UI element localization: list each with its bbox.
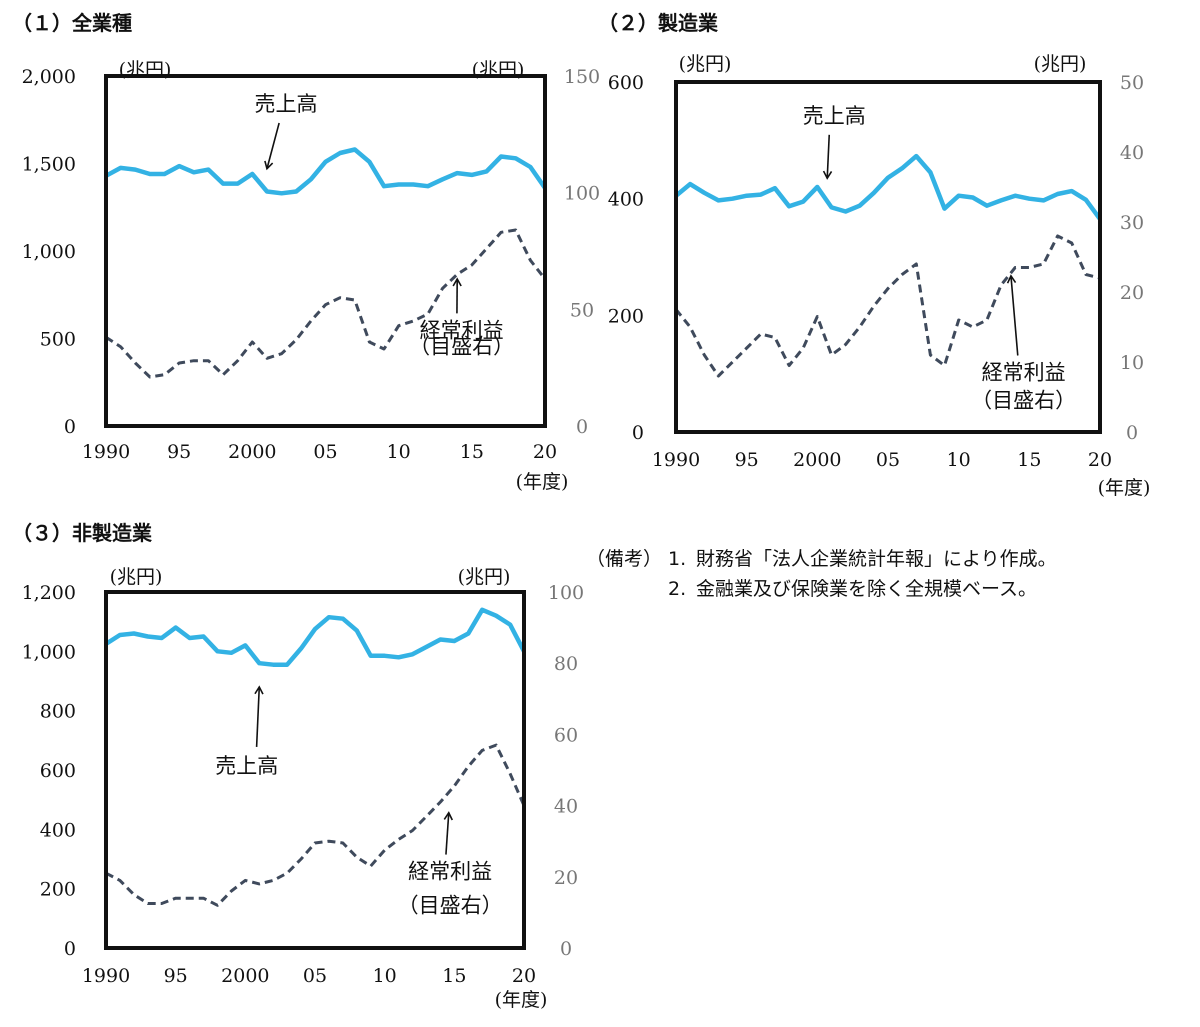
chart3-x-tick-label: 15 <box>442 965 466 987</box>
chart1-title: （１）全業種 <box>12 11 132 35</box>
chart1-x-tick-label: 2000 <box>228 441 276 463</box>
chart1-x-tick-label: 20 <box>533 441 557 463</box>
chart2-right-tick-label: 10 <box>1120 352 1144 374</box>
chart2-sales-line <box>674 153 1102 221</box>
chart3-right-tick-label: 80 <box>554 653 578 675</box>
chart2-right-tick-label: 0 <box>1126 422 1138 444</box>
chart1-left-tick-label: 500 <box>40 329 76 351</box>
chart2-x-tick-label: 15 <box>1017 449 1041 471</box>
chart1-right-tick-label: 100 <box>564 183 600 205</box>
note-text-1: 財務省「法人企業統計年報」により作成。 <box>696 548 1057 570</box>
chart2-x-tick-label: 05 <box>876 449 900 471</box>
chart3-x-tick-label: 1990 <box>82 965 130 987</box>
chart1-right-tick-label: 0 <box>576 416 588 438</box>
chart1-plot-frame <box>104 74 547 428</box>
note-indent <box>586 574 668 604</box>
chart3-x-tick-label: 20 <box>512 965 536 987</box>
chart2-annotation-label: 売上高 <box>803 104 866 128</box>
chart3-annotation-label: 売上高 <box>215 754 278 778</box>
chart3-left-tick-label: 1,000 <box>22 641 76 663</box>
chart3-x-unit-label: (年度) <box>495 989 548 1011</box>
chart2-right-unit-label: (兆円) <box>1034 53 1087 75</box>
chart3-left-unit-label: (兆円) <box>110 566 163 588</box>
chart2-x-tick-label: 1990 <box>652 449 700 471</box>
chart3-left-tick-label: 600 <box>40 760 76 782</box>
chart2-annotation-label: 経常利益 <box>982 361 1066 385</box>
chart1-sales-line <box>104 147 547 196</box>
chart3-right-tick-label: 0 <box>560 938 572 960</box>
chart2-right-tick-label: 20 <box>1120 282 1144 304</box>
chart3-annotation-arrow <box>254 685 264 748</box>
note-text-2: 金融業及び保険業を除く全規模ベース。 <box>696 578 1038 600</box>
note-number-1: 1. <box>668 548 687 570</box>
chart3-x-tick-label: 95 <box>164 965 188 987</box>
chart3-left-tick-label: 400 <box>40 819 76 841</box>
chart3-x-tick-label: 2000 <box>221 965 269 987</box>
chart3-right-tick-label: 100 <box>548 582 584 604</box>
chart2-annotation-arrow <box>1006 274 1019 356</box>
chart3-x-tick-label: 05 <box>303 965 327 987</box>
chart3-sales-line <box>104 607 526 667</box>
chart3-right-tick-label: 20 <box>554 867 578 889</box>
chart3-right-unit-label: (兆円) <box>458 566 511 588</box>
note-row-2: 2. 金融業及び保険業を除く全規模ベース。 <box>586 574 1057 604</box>
chart2-x-tick-label: 95 <box>735 449 759 471</box>
chart2-left-tick-label: 600 <box>608 72 644 94</box>
chart2-x-unit-label: (年度) <box>1098 477 1151 499</box>
chart1-annotation-label: 売上高 <box>254 92 317 116</box>
chart3-annotation-label: 経常利益 <box>408 860 492 884</box>
note-number-2: 2. <box>668 578 687 600</box>
chart2-annotation-label-sub: （目盛右） <box>971 389 1076 413</box>
chart1-right-tick-label: 150 <box>564 66 600 88</box>
chart1-x-tick-label: 1990 <box>82 441 130 463</box>
chart3-left-tick-label: 800 <box>40 701 76 723</box>
chart2-left-tick-label: 200 <box>608 305 644 327</box>
chart2-profit-line <box>674 234 1101 378</box>
chart2-annotation-arrow <box>822 134 833 180</box>
chart1-x-unit-label: (年度) <box>516 471 569 493</box>
chart2-x-tick-label: 20 <box>1088 449 1112 471</box>
chart1-x-tick-label: 10 <box>387 441 411 463</box>
chart2-left-unit-label: (兆円) <box>679 53 732 75</box>
notes-block: （備考） 1. 財務省「法人企業統計年報」により作成。 2. 金融業及び保険業を… <box>586 544 1057 604</box>
chart2-left-tick-label: 400 <box>608 189 644 211</box>
chart3-profit-line <box>105 743 526 907</box>
chart3-plot-frame <box>104 590 526 950</box>
chart1-right-tick-label: 50 <box>570 299 594 321</box>
chart2-x-tick-label: 10 <box>947 449 971 471</box>
chart3-left-tick-label: 0 <box>64 938 76 960</box>
chart3-right-tick-label: 40 <box>554 796 578 818</box>
chart3-annotation-label-sub: （目盛右） <box>398 893 503 917</box>
chart3-left-tick-label: 1,200 <box>22 582 76 604</box>
chart2-title: （２）製造業 <box>598 11 719 35</box>
chart2-plot-frame <box>674 80 1102 434</box>
chart2-right-tick-label: 50 <box>1120 72 1144 94</box>
chart1-x-tick-label: 95 <box>167 441 191 463</box>
chart2-right-tick-label: 30 <box>1120 212 1144 234</box>
chart1-profit-line <box>105 228 547 379</box>
chart2-right-tick-label: 40 <box>1120 142 1144 164</box>
chart1-left-tick-label: 0 <box>64 416 76 438</box>
chart1-left-tick-label: 2,000 <box>22 66 76 88</box>
chart2-left-tick-label: 0 <box>632 422 644 444</box>
chart1-annotation-label-sub: （目盛右） <box>409 335 514 359</box>
chart3-left-tick-label: 200 <box>40 879 76 901</box>
chart1-annotation-label: 経常利益 <box>420 318 504 342</box>
note-row-1: （備考） 1. 財務省「法人企業統計年報」により作成。 <box>586 544 1057 574</box>
chart1-annotation-arrow <box>264 122 280 171</box>
chart3-right-tick-label: 60 <box>554 724 578 746</box>
chart1-x-tick-label: 15 <box>460 441 484 463</box>
notes-label: （備考） <box>586 548 663 570</box>
chart1-x-tick-label: 05 <box>313 441 337 463</box>
chart1-left-tick-label: 1,000 <box>22 241 76 263</box>
chart3-annotation-arrow <box>443 811 454 855</box>
chart1-left-tick-label: 1,500 <box>22 154 76 176</box>
chart3-x-tick-label: 10 <box>373 965 397 987</box>
chart3-title: （３）非製造業 <box>12 521 153 545</box>
chart2-x-tick-label: 2000 <box>793 449 841 471</box>
